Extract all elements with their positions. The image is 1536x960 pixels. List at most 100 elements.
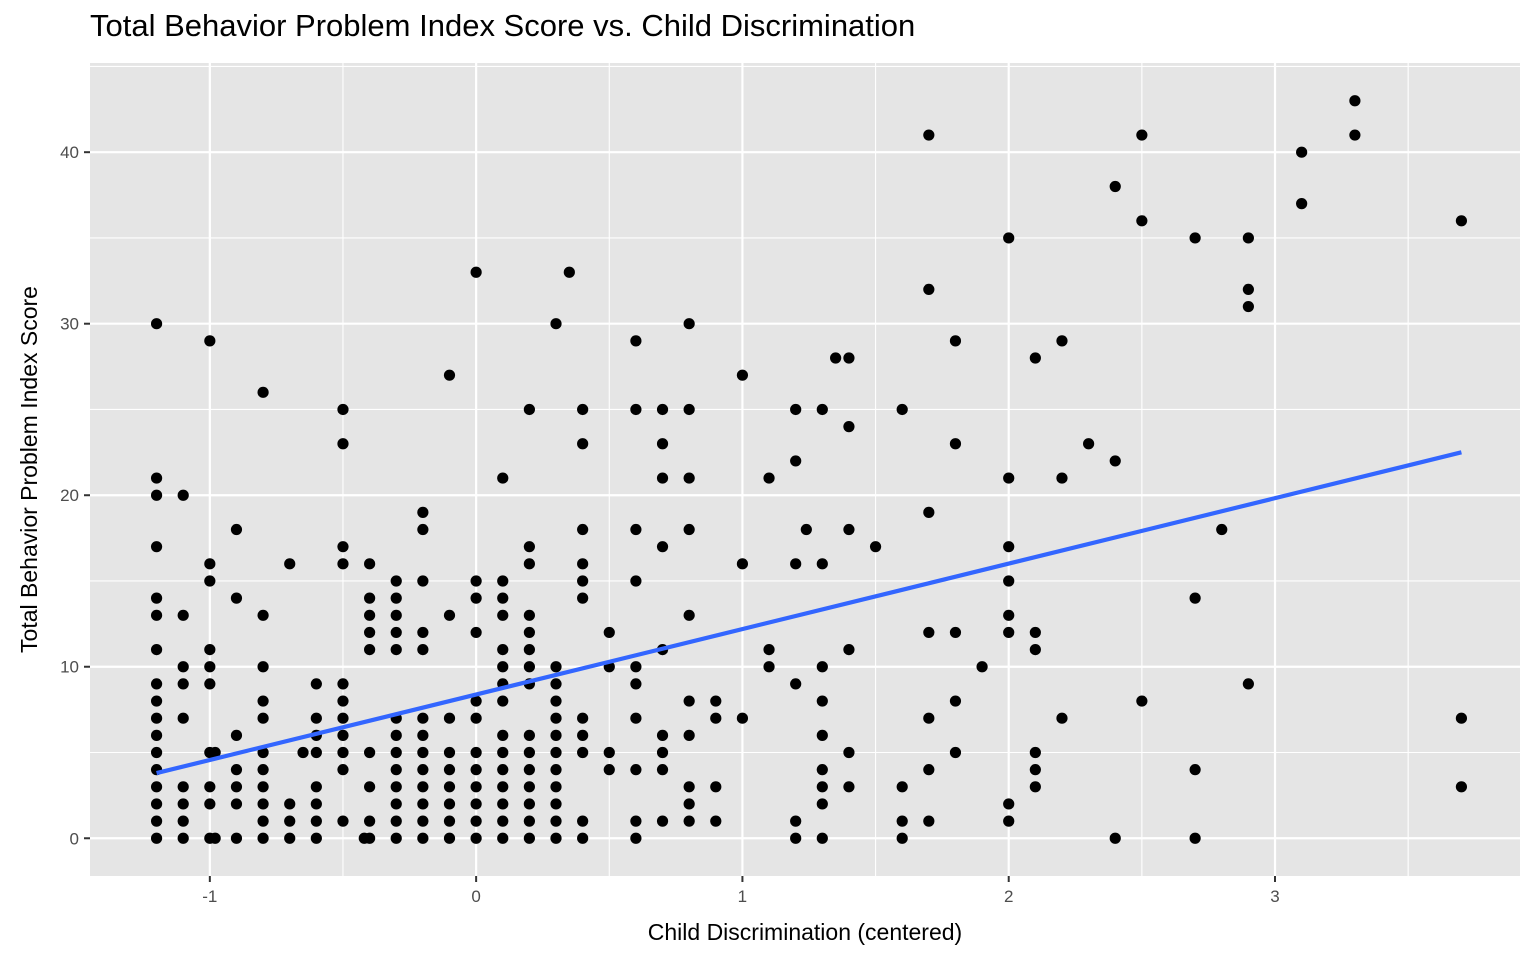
data-point bbox=[364, 643, 376, 656]
data-point bbox=[1056, 335, 1068, 347]
data-point bbox=[257, 386, 269, 398]
data-point bbox=[443, 369, 456, 381]
data-point bbox=[577, 575, 589, 587]
data-point bbox=[209, 832, 221, 844]
data-point bbox=[683, 318, 695, 330]
data-point bbox=[816, 558, 828, 570]
data-point bbox=[523, 781, 535, 793]
data-point bbox=[896, 832, 908, 844]
data-point bbox=[843, 781, 855, 793]
data-point bbox=[230, 764, 243, 776]
data-point bbox=[470, 781, 482, 793]
data-point bbox=[150, 781, 163, 793]
data-point bbox=[470, 815, 482, 827]
data-point bbox=[630, 661, 642, 673]
data-point bbox=[257, 832, 269, 844]
data-point bbox=[470, 592, 482, 604]
data-point bbox=[976, 661, 988, 673]
data-point bbox=[1056, 472, 1068, 484]
data-point bbox=[523, 729, 535, 741]
data-point bbox=[1029, 781, 1041, 793]
data-point bbox=[630, 575, 642, 587]
data-point bbox=[550, 695, 562, 707]
data-point bbox=[470, 626, 482, 639]
data-point bbox=[630, 815, 642, 827]
data-point bbox=[656, 746, 669, 759]
data-point bbox=[550, 815, 562, 827]
data-point bbox=[683, 695, 695, 707]
data-point bbox=[1455, 215, 1468, 227]
data-point bbox=[816, 832, 828, 844]
data-point bbox=[763, 661, 775, 673]
data-point bbox=[656, 438, 669, 450]
data-point bbox=[790, 558, 802, 570]
data-point bbox=[150, 712, 163, 724]
data-point bbox=[1109, 455, 1121, 467]
data-point bbox=[577, 815, 589, 827]
data-point bbox=[1242, 283, 1254, 296]
data-point bbox=[656, 472, 669, 484]
data-point bbox=[150, 489, 163, 501]
data-point bbox=[1029, 764, 1041, 776]
data-point bbox=[390, 626, 402, 639]
data-point bbox=[830, 352, 842, 364]
data-point bbox=[417, 764, 429, 776]
data-point bbox=[150, 472, 163, 484]
data-point bbox=[1242, 300, 1254, 313]
data-point bbox=[470, 712, 482, 724]
data-point bbox=[417, 626, 429, 639]
data-point bbox=[443, 832, 456, 844]
data-point bbox=[337, 438, 349, 450]
data-point bbox=[683, 472, 695, 484]
data-point bbox=[177, 609, 189, 621]
data-point bbox=[896, 781, 908, 793]
data-point bbox=[577, 729, 589, 741]
data-point bbox=[150, 729, 163, 741]
data-point bbox=[364, 558, 376, 570]
data-point bbox=[497, 609, 509, 621]
data-point bbox=[364, 746, 376, 759]
data-point bbox=[736, 558, 749, 570]
x-axis-ticks: -1 0 1 2 3 bbox=[202, 876, 1280, 906]
data-point bbox=[816, 403, 828, 416]
data-point bbox=[816, 729, 828, 741]
y-tick-label: 40 bbox=[60, 143, 79, 162]
data-point bbox=[284, 558, 296, 570]
data-point bbox=[1296, 198, 1308, 210]
major-gridlines bbox=[90, 63, 1520, 876]
data-point bbox=[736, 369, 749, 381]
data-point bbox=[523, 626, 535, 639]
data-point bbox=[150, 609, 163, 621]
data-point bbox=[896, 815, 908, 827]
data-point bbox=[603, 746, 615, 759]
data-point bbox=[1029, 626, 1041, 639]
data-point bbox=[177, 489, 189, 501]
data-point bbox=[390, 832, 402, 844]
y-axis-ticks: 0 10 20 30 40 bbox=[60, 143, 90, 848]
data-point bbox=[390, 592, 402, 604]
data-point bbox=[390, 798, 402, 810]
data-point bbox=[656, 764, 669, 776]
data-point bbox=[1455, 781, 1468, 793]
data-point bbox=[358, 832, 370, 844]
data-point bbox=[816, 798, 828, 810]
data-point bbox=[603, 764, 615, 776]
data-point bbox=[470, 695, 482, 707]
data-point bbox=[337, 746, 349, 759]
data-point bbox=[364, 592, 376, 604]
data-point bbox=[364, 781, 376, 793]
data-point bbox=[497, 661, 509, 673]
data-point bbox=[816, 695, 828, 707]
data-point bbox=[1242, 678, 1254, 690]
data-point bbox=[1003, 798, 1015, 810]
data-point bbox=[843, 643, 855, 656]
data-point bbox=[683, 523, 695, 536]
data-point bbox=[923, 712, 935, 724]
x-tick-label: 3 bbox=[1270, 887, 1279, 906]
data-point bbox=[523, 643, 535, 656]
data-point bbox=[230, 781, 243, 793]
data-point bbox=[497, 575, 509, 587]
data-point bbox=[150, 541, 163, 553]
data-point bbox=[656, 729, 669, 741]
data-point bbox=[230, 798, 243, 810]
